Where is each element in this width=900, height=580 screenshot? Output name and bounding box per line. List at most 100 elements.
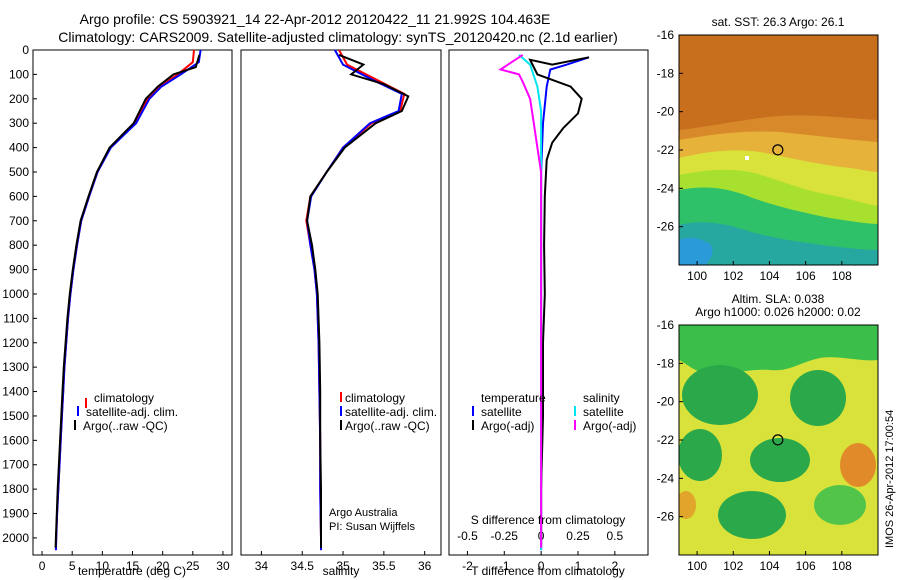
salinity-xlabel: salinity — [323, 564, 360, 578]
map-x-tick-label: 100 — [687, 559, 707, 573]
series-line-climatology — [54, 49, 195, 551]
sst-map-title: sat. SST: 26.3 Argo: 26.1 — [712, 15, 845, 29]
sla-field-green-blob — [750, 438, 810, 482]
sst-field-teal-band — [679, 222, 878, 265]
map-y-tick-label: -16 — [657, 28, 675, 42]
y-tick-label: 300 — [9, 116, 29, 130]
y-tick-label: 1500 — [2, 409, 29, 423]
map-x-tick-label: 108 — [832, 269, 852, 283]
imos-timestamp: IMOS 26-Apr-2012 17:00:54 — [884, 410, 896, 548]
x-tick-label: 0 — [39, 559, 46, 573]
sst-argo-location-marker — [772, 144, 784, 156]
sla-map-field — [679, 325, 878, 555]
y-tick-label: 1000 — [2, 287, 29, 301]
salinity-panel: 34 34.5 35 35.5 36 salinity climatology sate… — [240, 49, 442, 578]
x-tick-label: 35 — [336, 559, 350, 573]
legend-label: Argo(..raw -QC) — [345, 419, 430, 433]
salinity-axes-frame — [240, 49, 442, 556]
map-y-tick-label: -20 — [657, 105, 675, 119]
series-line-argo-raw-qc- — [54, 54, 201, 548]
x-tick-label: 34 — [255, 559, 269, 573]
sst-white-dot — [745, 156, 749, 160]
legend-label: Argo(..raw -QC) — [83, 419, 168, 433]
temperature-panel: 0100200300400500600700800900100011001200… — [2, 43, 233, 578]
map-x-tick-label: 104 — [759, 559, 779, 573]
y-tick-label: 900 — [9, 263, 29, 277]
x-tick-label: 30 — [216, 559, 230, 573]
series-line-argo-raw-qc- — [306, 53, 410, 548]
x-tick-label: 1 — [575, 559, 582, 573]
difference-axes-frame — [448, 49, 649, 556]
x-tick-label: 5 — [69, 559, 76, 573]
y-tick-label: 200 — [9, 92, 29, 106]
legend-title-salinity: salinity — [583, 391, 620, 405]
map-y-tick-label: -22 — [657, 143, 675, 157]
legend-title-temperature: temperature — [481, 391, 546, 405]
legend-label: satellite — [583, 405, 624, 419]
map-x-tick-label: 100 — [687, 269, 707, 283]
difference-panel: -2 -1 0 1 2-0.5 -0.25 0 0.25 0.5 S difference fr… — [448, 49, 649, 578]
sla-field-green-blob — [790, 370, 846, 426]
y-tick-label: 400 — [9, 141, 29, 155]
difference-xlabel: T difference from climatology — [471, 564, 625, 578]
difference-legend: temperature salinity satellite Argo(-adj… — [472, 391, 636, 433]
x-tick-label: 36 — [418, 559, 432, 573]
sla-field-green-blob — [679, 429, 722, 481]
sla-argo-location-marker — [772, 434, 784, 446]
legend-label: satellite-adj. clim. — [345, 405, 437, 419]
map-y-tick-label: -26 — [657, 510, 675, 524]
temperature-xlabel: temperature (deg C) — [78, 564, 186, 578]
sla-field-green-blob — [814, 485, 866, 525]
legend-label: satellite — [481, 405, 522, 419]
sla-field-orange-blob — [840, 443, 876, 487]
y-tick-label: 1600 — [2, 433, 29, 447]
y-tick-label: 800 — [9, 238, 29, 252]
map-y-tick-label: -18 — [657, 66, 675, 80]
difference-top-xlabel: S difference from climatology — [471, 513, 626, 527]
y-tick-label: 2000 — [2, 531, 29, 545]
sla-field-orange-blob — [679, 491, 696, 519]
sla-field-green-blob — [682, 365, 758, 425]
y-tick-label: 1400 — [2, 385, 29, 399]
temperature-legend: climatology satellite-adj. clim. Argo(..… — [74, 391, 178, 433]
map-y-tick-label: -18 — [657, 356, 675, 370]
sla-map-panel: Altim. SLA: 0.038 Argo h1000: 0.026 h200… — [657, 292, 879, 573]
legend-label: satellite-adj. clim. — [86, 405, 178, 419]
y-tick-label: 1700 — [2, 458, 29, 472]
map-x-tick-label: 108 — [832, 559, 852, 573]
map-x-tick-label: 104 — [759, 269, 779, 283]
map-y-tick-label: -20 — [657, 395, 675, 409]
map-y-tick-label: -22 — [657, 433, 675, 447]
sst-map-panel: sat. SST: 26.3 Argo: 26.1 -16 -18 -20 -22 -2… — [657, 15, 879, 283]
sla-map-subtitle: Argo h1000: 0.026 h2000: 0.02 — [695, 305, 861, 319]
top-x-tick-label: 0.5 — [606, 529, 623, 543]
x-tick-label: -1 — [499, 559, 510, 573]
y-tick-label: 1900 — [2, 507, 29, 521]
series-line-temperature-argo-adj- — [528, 56, 590, 548]
y-tick-label: 500 — [9, 165, 29, 179]
header-line1: Argo profile: CS 5903921_14 22-Apr-2012 … — [80, 11, 551, 27]
header-line2: Climatology: CARS2009. Satellite-adjuste… — [58, 29, 618, 45]
annotation-pi: PI: Susan Wijffels — [329, 521, 415, 533]
x-tick-label: 25 — [186, 559, 200, 573]
map-y-tick-label: -24 — [657, 181, 675, 195]
map-x-tick-label: 106 — [796, 269, 816, 283]
sla-map-title: Altim. SLA: 0.038 — [732, 292, 825, 306]
y-tick-label: 700 — [9, 214, 29, 228]
salinity-legend: climatology satellite-adj. clim. Argo(..… — [340, 391, 437, 433]
sla-field-green-blob — [718, 491, 786, 539]
legend-label: Argo(-adj) — [481, 419, 534, 433]
x-tick-label: 34.5 — [291, 559, 315, 573]
x-tick-label: 15 — [126, 559, 140, 573]
map-y-tick-label: -26 — [657, 220, 675, 234]
x-tick-label: 2 — [611, 559, 618, 573]
top-x-tick-label: -0.5 — [457, 529, 478, 543]
series-line-temperature-satellite — [540, 56, 590, 551]
y-tick-label: 1800 — [2, 482, 29, 496]
sst-field-warm-band — [679, 35, 878, 130]
series-line-salinity-satellite — [518, 54, 543, 551]
top-x-tick-label: 0.25 — [566, 529, 590, 543]
map-x-tick-label: 102 — [723, 269, 743, 283]
legend-label: Argo(-adj) — [583, 419, 636, 433]
